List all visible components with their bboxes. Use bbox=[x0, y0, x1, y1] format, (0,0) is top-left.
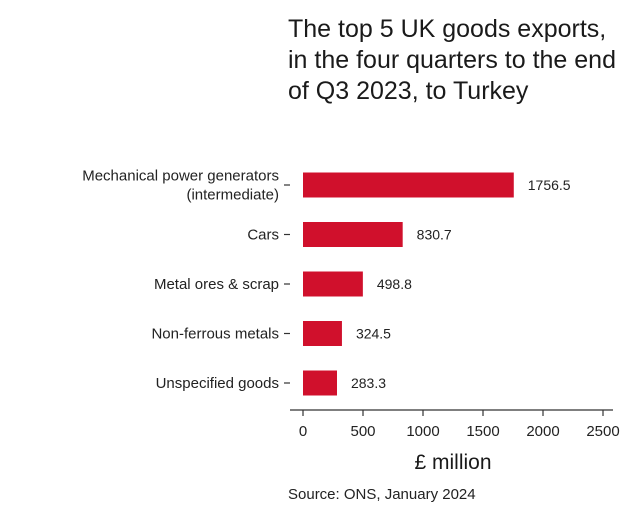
x-tick-label-4: 1500 bbox=[466, 423, 499, 440]
category-label-5: Unspecified goods bbox=[156, 375, 279, 392]
bar-5 bbox=[303, 370, 337, 396]
value-label-5: 283.3 bbox=[351, 375, 386, 391]
bar-4 bbox=[303, 321, 342, 346]
bar-3 bbox=[303, 271, 363, 297]
bar-2 bbox=[303, 222, 403, 247]
x-tick-label-1: 0 bbox=[299, 423, 307, 440]
x-axis-title: £ million bbox=[414, 451, 491, 474]
x-tick-label-5: 2000 bbox=[526, 423, 559, 440]
source-note: Source: ONS, January 2024 bbox=[288, 486, 476, 503]
x-tick-label-3: 1000 bbox=[406, 423, 439, 440]
value-label-4: 324.5 bbox=[356, 326, 391, 342]
bar-1 bbox=[303, 172, 514, 198]
category-label-1-line-2: (intermediate) bbox=[186, 187, 279, 204]
value-label-2: 830.7 bbox=[417, 227, 452, 243]
x-tick-label-2: 500 bbox=[350, 423, 375, 440]
x-tick-label-6: 2500 bbox=[586, 423, 619, 440]
category-label-2: Cars bbox=[247, 227, 279, 244]
category-label-4: Non-ferrous metals bbox=[151, 326, 279, 343]
category-label-1-line-1: Mechanical power generators bbox=[82, 168, 279, 185]
value-label-1: 1756.5 bbox=[528, 177, 571, 193]
category-label-3: Metal ores & scrap bbox=[154, 276, 279, 293]
value-label-3: 498.8 bbox=[377, 276, 412, 292]
chart-title: The top 5 UK goods exports, in the four … bbox=[288, 15, 616, 105]
